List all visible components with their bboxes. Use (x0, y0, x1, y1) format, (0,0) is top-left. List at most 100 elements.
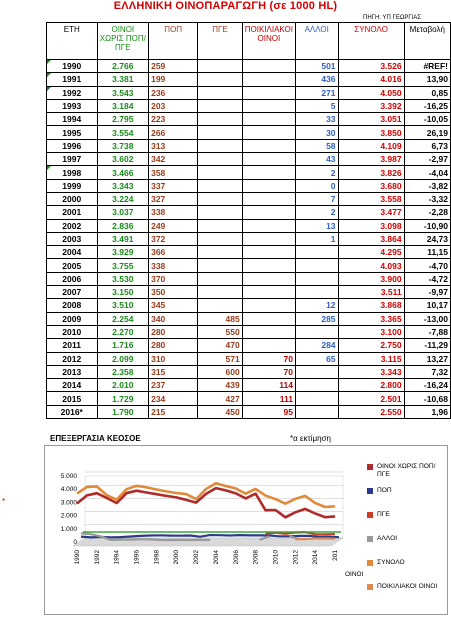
cell-oinoi[interactable]: 1.716 (96, 338, 150, 353)
cell-pop[interactable]: 266 (148, 125, 199, 140)
cell-oinoi[interactable]: 2.099 (96, 351, 150, 366)
cell-total[interactable]: 4.093 (337, 258, 405, 273)
cell-year[interactable]: 2001 (46, 205, 98, 220)
cell-poik[interactable] (241, 285, 296, 300)
cell-poik[interactable] (241, 231, 296, 247)
cell-change[interactable]: -4,70 (403, 258, 451, 273)
cell-total[interactable]: 4.016 (337, 72, 405, 87)
cell-oinoi[interactable]: 3.150 (96, 285, 150, 300)
cell-oinoi[interactable]: 2.766 (96, 58, 150, 74)
cell-oinoi[interactable]: 3.381 (96, 72, 150, 87)
cell-total[interactable]: 2.501 (337, 391, 405, 406)
cell-poik[interactable] (241, 311, 296, 326)
cell-year[interactable]: 2016* (46, 404, 98, 420)
cell-pge[interactable] (197, 125, 243, 140)
cell-alloi[interactable]: 7 (294, 191, 339, 207)
cell-pop[interactable]: 215 (148, 404, 199, 420)
cell-alloi[interactable]: 0 (294, 178, 339, 193)
cell-alloi[interactable]: 436 (294, 72, 339, 87)
cell-pop[interactable]: 203 (148, 98, 199, 114)
cell-change[interactable]: 1,96 (403, 404, 451, 420)
header-alloi[interactable]: ΑΛΛΟΙ (294, 22, 339, 60)
cell-alloi[interactable]: 30 (294, 125, 339, 140)
cell-pge[interactable] (197, 285, 243, 300)
cell-alloi[interactable]: 2 (294, 205, 339, 220)
cell-alloi[interactable]: 33 (294, 112, 339, 127)
cell-oinoi[interactable]: 1.790 (96, 404, 150, 420)
cell-oinoi[interactable]: 3.530 (96, 271, 150, 287)
cell-total[interactable]: 3.511 (337, 285, 405, 300)
cell-total[interactable]: 3.343 (337, 364, 405, 380)
cell-pop[interactable]: 234 (148, 391, 199, 406)
cell-total[interactable]: 4.109 (337, 138, 405, 154)
cell-alloi[interactable]: 43 (294, 152, 339, 167)
cell-change[interactable]: -16,24 (403, 378, 451, 393)
cell-pge[interactable]: 600 (197, 364, 243, 380)
header-oinoi[interactable]: ΟΙΝΟΙ ΧΩΡΙΣ ΠΟΠ/ΠΓΕ (96, 22, 150, 60)
cell-poik[interactable] (241, 298, 296, 313)
cell-total[interactable]: 3.392 (337, 98, 405, 114)
cell-oinoi[interactable]: 2.795 (96, 112, 150, 127)
cell-total[interactable]: 2.550 (337, 404, 405, 420)
cell-alloi[interactable]: 13 (294, 218, 339, 233)
cell-pop[interactable]: 350 (148, 285, 199, 300)
cell-poik[interactable] (241, 338, 296, 353)
cell-total[interactable]: 4.050 (337, 85, 405, 100)
cell-total[interactable]: 3.868 (337, 298, 405, 313)
cell-oinoi[interactable]: 3.929 (96, 245, 150, 260)
cell-pop[interactable]: 338 (148, 205, 199, 220)
cell-alloi[interactable]: 2 (294, 165, 339, 180)
cell-poik[interactable] (241, 85, 296, 100)
header-synolo[interactable]: ΣΥΝΟΛΟ (337, 22, 405, 60)
cell-year[interactable]: 2008 (46, 298, 98, 313)
cell-oinoi[interactable]: 3.037 (96, 205, 150, 220)
header-poikiliakoi[interactable]: ΠΟΙΚΙΛΙΑΚΟΙ ΟΙΝΟΙ (241, 22, 296, 60)
cell-poik[interactable] (241, 191, 296, 207)
cell-year[interactable]: 2002 (46, 218, 98, 233)
cell-oinoi[interactable]: 3.755 (96, 258, 150, 273)
cell-pge[interactable]: 485 (197, 311, 243, 326)
cell-year[interactable]: 1999 (46, 178, 98, 193)
cell-pop[interactable]: 342 (148, 152, 199, 167)
cell-change[interactable]: -11,29 (403, 338, 451, 353)
cell-pop[interactable]: 327 (148, 191, 199, 207)
cell-change[interactable]: -10,68 (403, 391, 451, 406)
cell-year[interactable]: 1993 (46, 98, 98, 114)
cell-pge[interactable] (197, 231, 243, 247)
cell-pge[interactable]: 470 (197, 338, 243, 353)
cell-year[interactable]: 2013 (46, 364, 98, 380)
cell-change[interactable]: 26,19 (403, 125, 451, 140)
cell-oinoi[interactable]: 2.358 (96, 364, 150, 380)
cell-year[interactable]: 1995 (46, 125, 98, 140)
cell-total[interactable]: 3.558 (337, 191, 405, 207)
cell-pge[interactable] (197, 258, 243, 273)
cell-oinoi[interactable]: 3.602 (96, 152, 150, 167)
cell-year[interactable]: 2012 (46, 351, 98, 366)
cell-oinoi[interactable]: 2.836 (96, 218, 150, 233)
cell-pge[interactable]: 427 (197, 391, 243, 406)
cell-total[interactable]: 3.850 (337, 125, 405, 140)
cell-change[interactable]: 10,17 (403, 298, 451, 313)
cell-pop[interactable]: 310 (148, 351, 199, 366)
cell-poik[interactable] (241, 112, 296, 127)
cell-pge[interactable] (197, 58, 243, 74)
cell-poik[interactable] (241, 205, 296, 220)
cell-pop[interactable]: 372 (148, 231, 199, 247)
legend-item[interactable]: ΣΥΝΟΛΟ (367, 559, 447, 583)
cell-change[interactable]: -7,88 (403, 324, 451, 340)
cell-pge[interactable] (197, 152, 243, 167)
cell-oinoi[interactable]: 3.738 (96, 138, 150, 154)
cell-pge[interactable] (197, 205, 243, 220)
legend-item[interactable]: ΠΟΙΚΙΛΙΑΚΟΙ ΟΙΝΟΙ (367, 583, 447, 607)
cell-year[interactable]: 1994 (46, 112, 98, 127)
cell-alloi[interactable]: 284 (294, 338, 339, 353)
cell-alloi[interactable] (294, 404, 339, 420)
cell-pge[interactable] (197, 85, 243, 100)
cell-pge[interactable]: 450 (197, 404, 243, 420)
cell-alloi[interactable] (294, 258, 339, 273)
legend-item[interactable]: ΑΛΛΟΙ (367, 535, 447, 559)
cell-year[interactable]: 2007 (46, 285, 98, 300)
cell-alloi[interactable]: 5 (294, 98, 339, 114)
cell-change[interactable]: 6,73 (403, 138, 451, 154)
header-pge[interactable]: ΠΓΕ (197, 22, 243, 60)
